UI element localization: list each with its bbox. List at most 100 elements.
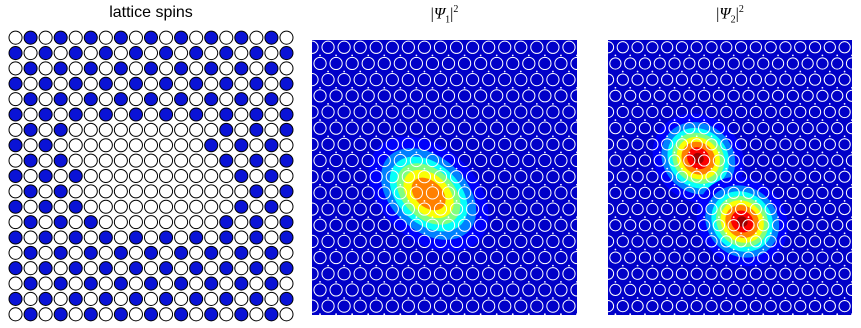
spin-up-site [53,215,68,230]
spin-down-site [23,107,38,122]
psi1-lattice-site [570,89,577,103]
psi2-lattice-dot [740,264,742,267]
psi1-lattice-site [337,170,351,184]
spin-down-site [23,138,38,153]
spin-up-site [8,107,23,122]
psi1-lattice-site [433,137,448,151]
spin-down-site [219,92,234,107]
psi2-lattice-site [646,41,659,54]
psi2-lattice-dot [673,280,676,283]
psi1-lattice-site [466,40,480,54]
psi1-lattice-dot [351,151,354,154]
spin-down-site [249,61,264,76]
spin-down-site [219,168,234,184]
psi2-lattice-dot [614,216,617,219]
psi1-lattice-site [369,202,383,216]
spin-up-site [38,138,53,153]
spin-up-site [68,107,83,122]
spin-up-site [8,199,23,214]
psi2-lattice-dot [673,86,676,89]
psi2-lattice-dot [791,86,794,89]
spin-down-site [23,230,38,245]
psi1-lattice-site [425,56,440,71]
psi2-lattice-site [712,57,726,70]
psi2-lattice-dot [658,151,661,154]
psi2-lattice-dot [777,119,779,121]
spin-up-site [83,92,98,107]
psi2-lattice-dot [814,232,816,235]
psi2-lattice-site [646,138,659,151]
psi1-lattice-site [506,56,520,71]
psi1-lattice-dot [487,264,490,267]
psi2-lattice-dot [762,183,765,186]
spin-up-site [68,199,83,214]
psi1-lattice-dot [359,264,362,267]
psi1-lattice-site [457,153,472,168]
psi2-lattice-dot [644,183,646,186]
psi2-lattice-site [638,57,652,70]
psi1-lattice-site [345,56,359,71]
psi2-lattice-dot [703,54,706,57]
spin-down-site [8,153,23,168]
spin-up-site [264,245,279,260]
psi1-lattice-dot [423,102,426,105]
spin-up-site [279,215,294,230]
spin-up-site [23,122,38,137]
psi1-lattice-dot [527,313,530,315]
psi2-lattice-dot [799,102,802,105]
psi2-lattice-site [668,89,681,102]
psi1-lattice-dot [479,248,482,251]
psi1-lattice-site [522,121,536,135]
spin-down-site [98,215,113,230]
psi1-lattice-site [474,89,488,103]
psi2-lattice-site [764,299,777,313]
psi1-lattice-site [490,56,504,71]
psi2-lattice-dot [673,313,676,315]
psi2-lattice-site [690,202,703,216]
psi2-lattice-dot [651,70,654,73]
psi2-lattice-dot [821,313,824,315]
psi2-lattice-site [705,105,718,119]
psi2-lattice-site [794,299,807,313]
psi1-lattice-site [409,56,423,71]
psi2-lattice-site [823,41,836,54]
spin-up-site [143,245,159,260]
psi2-lattice-dot [732,119,735,121]
spin-up-site [219,261,234,276]
spin-down-site [204,168,219,184]
psi2-lattice-site [698,186,711,199]
psi1-lattice-dot [503,135,506,138]
psi2-lattice-site [831,154,844,167]
spin-up-site [8,138,23,153]
psi2-lattice-site [831,283,844,297]
psi2-lattice-site [653,251,666,264]
psi1-lattice-site [353,234,367,249]
psi1-lattice-dot [455,70,458,73]
spin-down-site [98,30,113,45]
psi2-lattice-dot [621,135,624,138]
psi2-lattice-dot [806,119,809,121]
psi1-lattice-dot [568,102,570,105]
psi2-lattice-site [786,219,799,232]
psi2-lattice-dot [718,313,720,315]
psi1-lattice-site [562,170,576,184]
psi2-lattice-dot [621,102,624,105]
spin-up-site [38,199,53,214]
psi1-lattice-site [506,121,520,135]
spin-up-site [113,61,128,76]
psi2-lattice-site [690,105,703,119]
spin-up-site [159,46,174,61]
psi2-lattice-dot [688,54,691,57]
psi1-lattice-dot [447,183,450,186]
psi2-lattice-dot [666,232,669,235]
spin-down-site [174,184,189,199]
psi2-lattice-site [749,299,762,313]
psi2-lattice-site [816,186,829,199]
spin-down-site [113,76,128,91]
psi2-lattice-site [749,73,762,86]
spin-down-site [234,230,249,245]
psi1-lattice-dot [503,167,506,170]
spin-down-site [159,276,174,291]
psi1-lattice-site [425,250,440,265]
psi2-lattice-site [757,219,770,232]
